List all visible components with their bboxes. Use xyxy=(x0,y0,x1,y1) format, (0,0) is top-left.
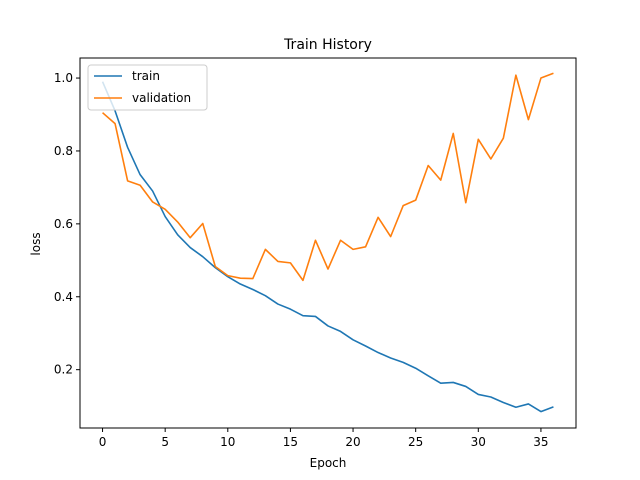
legend: train validation xyxy=(87,64,208,111)
plot-frame xyxy=(79,57,577,429)
x-axis-label: Epoch xyxy=(310,456,347,470)
x-tick-label: 0 xyxy=(99,435,107,449)
y-axis-ticks: 0.2 0.4 0.6 0.8 1.0 xyxy=(54,71,80,377)
legend-label-validation: validation xyxy=(132,91,191,105)
series-lines xyxy=(101,72,554,413)
series-line-train xyxy=(101,81,554,413)
y-axis-label: loss xyxy=(29,232,43,255)
x-tick-label: 30 xyxy=(471,435,486,449)
x-tick-label: 5 xyxy=(161,435,169,449)
x-tick-label: 35 xyxy=(533,435,548,449)
x-tick-label: 15 xyxy=(283,435,298,449)
chart-title: Train History xyxy=(283,37,372,53)
x-tick-label: 10 xyxy=(220,435,235,449)
legend-label-train: train xyxy=(132,69,160,83)
x-tick-label: 20 xyxy=(345,435,360,449)
y-tick-label: 0.8 xyxy=(54,144,73,158)
y-tick-label: 0.4 xyxy=(54,290,73,304)
series-line-validation xyxy=(102,72,554,282)
y-tick-label: 1.0 xyxy=(54,71,73,85)
x-axis-ticks: 0 5 10 15 20 25 30 35 xyxy=(99,428,549,449)
y-tick-label: 0.6 xyxy=(54,217,73,231)
y-tick-label: 0.2 xyxy=(54,363,73,377)
x-tick-label: 25 xyxy=(408,435,423,449)
